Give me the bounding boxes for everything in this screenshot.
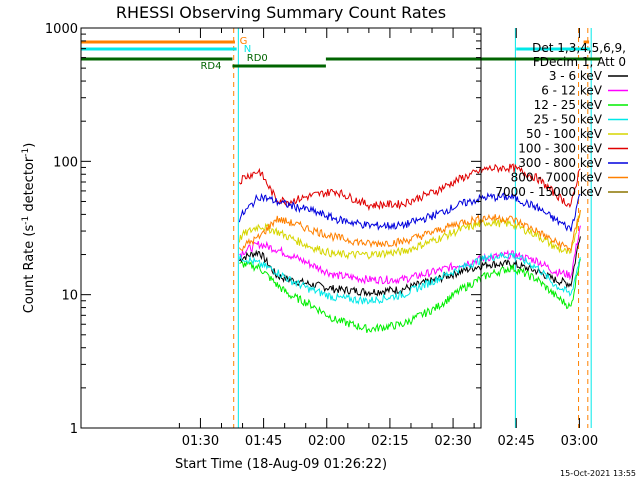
y-axis-label-mid: detector	[22, 156, 37, 216]
legend-label: 25 - 50 keV	[534, 113, 603, 127]
y-tick-label: 1	[70, 422, 78, 437]
x-axis-label: Start Time (18-Aug-09 01:26:22)	[175, 457, 387, 472]
series-line	[238, 210, 581, 254]
legend-label: 100 - 300 keV	[518, 142, 602, 156]
y-axis: 1 10 100 1000	[45, 22, 481, 437]
legend-label: 7000 - 15000 keV	[495, 185, 602, 199]
plot-frame	[80, 27, 482, 429]
legend-label: 300 - 800 keV	[518, 156, 602, 170]
y-axis-label-end: )	[22, 143, 37, 148]
flag-label: RD0	[247, 53, 268, 64]
series-line	[238, 163, 581, 212]
y-axis-label-sup1: -1	[21, 216, 31, 225]
flag-label: N	[244, 44, 251, 55]
y-axis-label: Count Rate (s-1 detector-1)	[21, 143, 37, 314]
flag-label: RD4	[200, 61, 221, 72]
flag-label: G	[240, 36, 248, 47]
series-line	[238, 236, 581, 297]
legend-label: 3 - 6 keV	[549, 69, 603, 83]
x-tick-label: 01:45	[245, 434, 282, 449]
legend-label: 50 - 100 keV	[526, 127, 603, 141]
y-tick-label: 10	[61, 289, 78, 304]
legend-header-detectors: Det 1,3,4,5,6,9,	[532, 41, 626, 55]
x-tick-label: 02:45	[497, 434, 534, 449]
legend: Det 1,3,4,5,6,9, FDecim 1, Att 0 3 - 6 k…	[495, 41, 628, 199]
x-axis: 01:30 01:45 02:00 02:15 02:30 02:45 03:00	[178, 28, 598, 449]
x-tick-label: 02:00	[308, 434, 345, 449]
y-tick-label: 100	[53, 155, 78, 170]
legend-label: 800 - 7000 keV	[511, 171, 603, 185]
x-tick-label: 02:30	[434, 434, 471, 449]
chart-title: RHESSI Observing Summary Count Rates	[116, 3, 446, 22]
x-tick-label: 02:15	[371, 434, 408, 449]
y-axis-label-sup2: -1	[21, 148, 31, 157]
series-line	[238, 252, 581, 305]
series-line	[238, 192, 581, 232]
series-line	[239, 258, 581, 333]
footer-timestamp: 15-Oct-2021 13:55	[560, 469, 636, 478]
x-tick-label: 01:30	[182, 434, 219, 449]
x-tick-label: 03:00	[561, 434, 598, 449]
y-tick-label: 1000	[45, 22, 78, 37]
legend-header-decimation: FDecim 1, Att 0	[533, 55, 626, 69]
legend-label: 12 - 25 keV	[534, 98, 603, 112]
legend-label: 6 - 12 keV	[541, 84, 603, 98]
y-axis-label-main: Count Rate (s	[22, 225, 37, 314]
